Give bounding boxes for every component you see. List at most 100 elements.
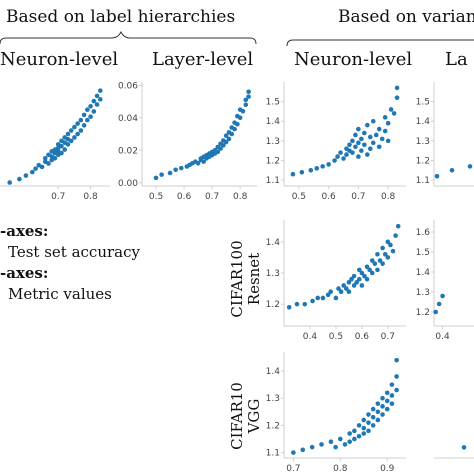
y-axes-title: -axes: [0, 264, 49, 282]
data-point [366, 412, 371, 417]
data-point [380, 395, 385, 401]
data-point [302, 301, 308, 307]
data-point [91, 109, 97, 114]
data-point [62, 147, 68, 152]
data-point [178, 165, 184, 171]
data-point [246, 89, 251, 95]
data-point [308, 168, 314, 173]
data-point [81, 123, 87, 128]
data-point [65, 142, 71, 147]
data-point [369, 270, 375, 276]
data-point [173, 167, 178, 173]
data-point [380, 404, 385, 409]
data-point [338, 436, 343, 442]
data-point [356, 267, 362, 273]
x-tick-label: 0.8 [381, 192, 396, 200]
data-point [346, 280, 352, 285]
y-tick-label: 1.1 [266, 176, 280, 186]
data-point [81, 112, 87, 118]
data-point [375, 417, 381, 423]
x-tick-label: 0.5 [329, 332, 343, 342]
data-point [361, 431, 367, 436]
data-point [375, 401, 381, 406]
data-point [299, 169, 305, 175]
data-point [333, 295, 339, 301]
y-tick-label: 1.3 [266, 137, 280, 147]
data-point [94, 102, 100, 107]
row-label-cifar100-resnet: CIFAR100 Resnet [228, 239, 263, 319]
data-point [362, 142, 367, 148]
data-point [46, 161, 51, 166]
data-point [364, 276, 370, 282]
x-axes-title: -axes: [0, 222, 49, 240]
scatter-plot-r1c1: 0.7 0.8 [0, 88, 110, 200]
data-point [365, 122, 370, 128]
data-point [7, 180, 13, 185]
x-tick-label: 0.8 [333, 464, 348, 474]
data-point [347, 439, 352, 444]
data-point [384, 390, 390, 396]
data-point [394, 85, 400, 91]
y-tick-label: 1.4 [266, 117, 281, 127]
header-bracket-left [0, 30, 257, 45]
x-tick-label: 0.8 [83, 192, 98, 200]
data-point [356, 433, 362, 439]
data-point [320, 164, 325, 169]
y-tick-label: 1.4 [266, 367, 281, 377]
y-tick-label: 0.00 [118, 179, 138, 189]
data-point [75, 131, 80, 137]
data-point [286, 304, 292, 310]
column-title-layer-level: Layer-level [152, 49, 254, 70]
data-point [384, 398, 390, 404]
data-point [467, 164, 473, 169]
data-point [97, 88, 103, 93]
y-tick-label: 1.4 [266, 238, 281, 248]
data-point [85, 117, 90, 123]
data-point [335, 154, 340, 159]
y-tick-label: 1.3 [416, 137, 430, 147]
data-point [356, 126, 361, 132]
data-point [59, 143, 64, 149]
column-title-neuron-level-2: Neuron-level [294, 49, 413, 70]
data-point [314, 166, 320, 171]
data-point [361, 417, 367, 423]
data-point [380, 245, 385, 251]
data-point [343, 286, 349, 291]
data-point [370, 414, 376, 420]
data-point [159, 172, 164, 177]
data-point [376, 144, 382, 150]
data-point [325, 292, 331, 298]
data-point [223, 133, 229, 138]
data-point [385, 239, 391, 245]
data-point [440, 293, 445, 299]
data-point [23, 173, 29, 178]
header-bracket-right [286, 39, 474, 47]
data-point [352, 428, 357, 434]
scatter-plot-r1c2: 0.5 0.6 0.7 0.8 0.00 0.02 0.04 0.06 [118, 81, 257, 200]
data-point [328, 439, 334, 444]
data-point [94, 93, 100, 99]
data-point [373, 132, 379, 138]
data-point [342, 442, 348, 447]
data-point [91, 98, 97, 104]
data-point [338, 150, 343, 155]
data-point [78, 128, 84, 133]
data-point [235, 121, 240, 127]
data-point [68, 128, 74, 133]
data-point [375, 251, 380, 257]
data-point [359, 270, 365, 276]
data-point [291, 450, 296, 455]
data-point [246, 94, 251, 99]
data-point [320, 295, 326, 301]
data-point [379, 136, 385, 142]
data-point [391, 111, 397, 116]
data-point [167, 170, 173, 176]
data-point [367, 146, 373, 152]
x-tick-label: 0.9 [380, 464, 395, 474]
header-brackets [0, 30, 474, 47]
x-tick-label: 0.4 [435, 332, 450, 342]
header-label-hierarchies: Based on label hierarchies [6, 7, 236, 27]
y-tick-label: 1.5 [416, 98, 430, 108]
data-point [370, 118, 376, 124]
data-point [354, 280, 359, 285]
